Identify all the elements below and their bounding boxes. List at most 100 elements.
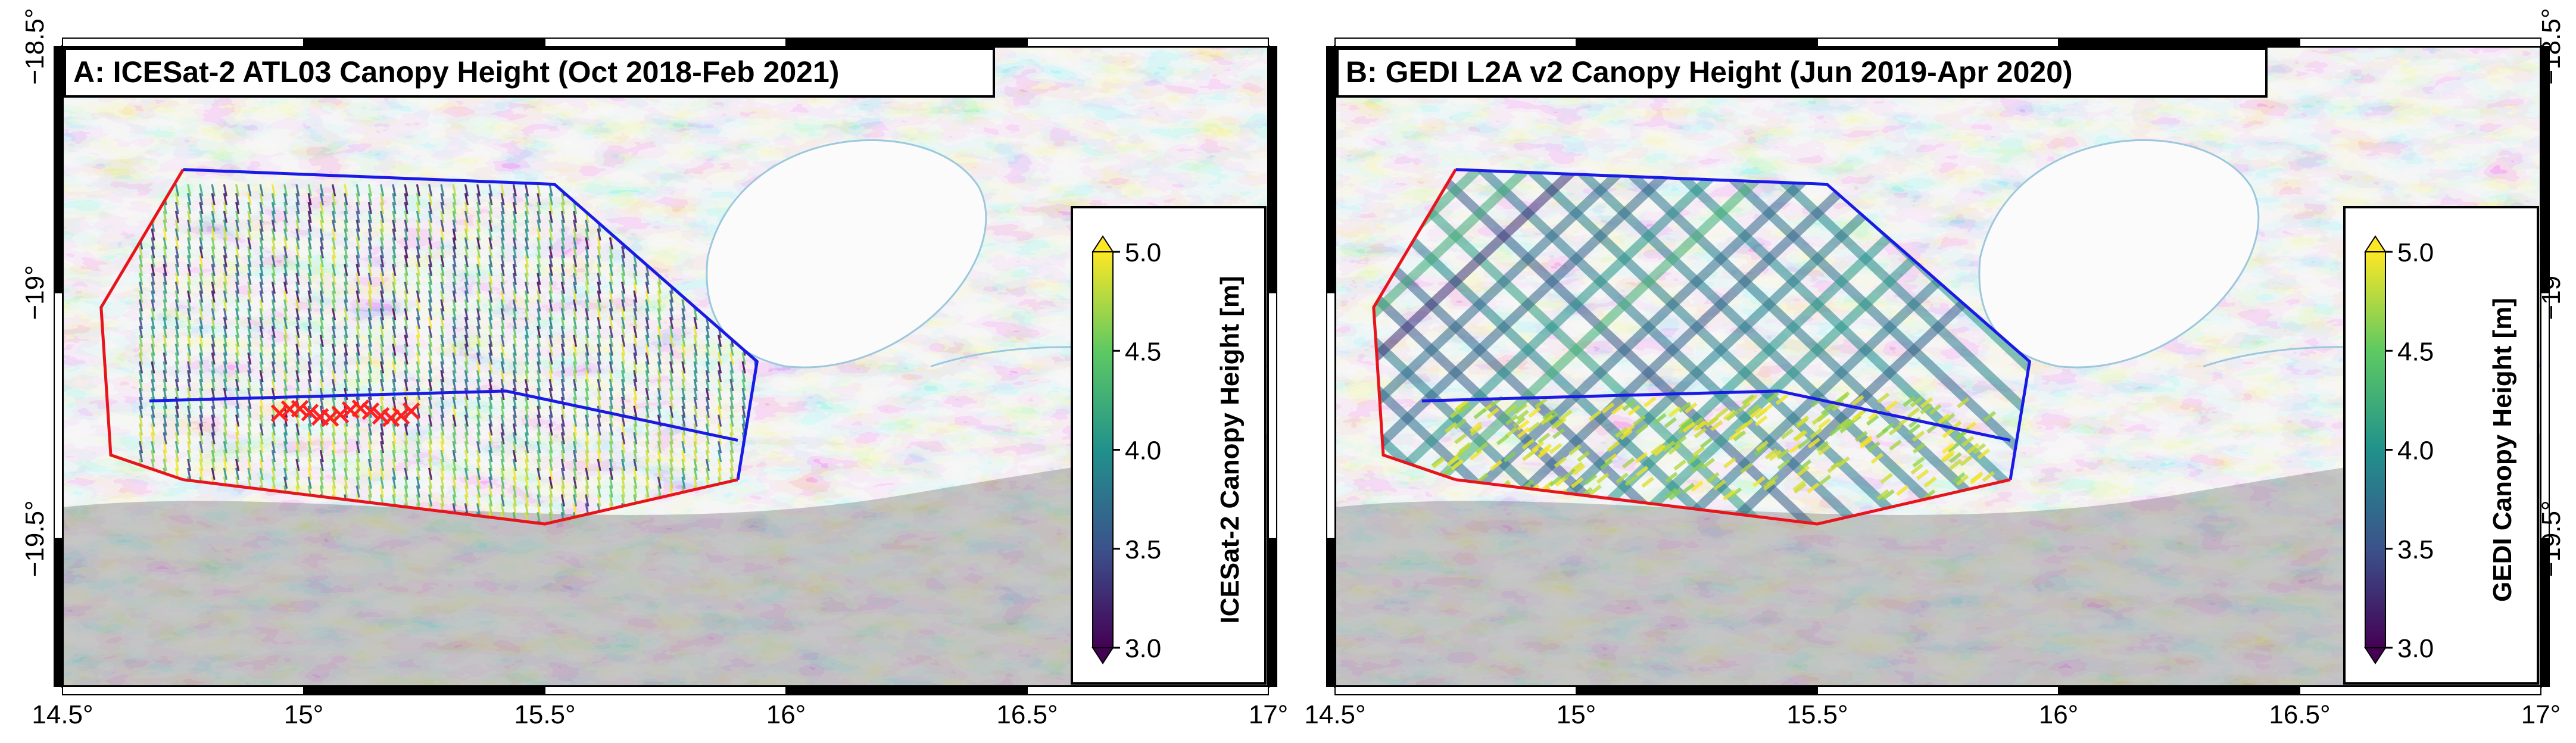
track-segment xyxy=(428,273,433,285)
track-segment xyxy=(548,317,553,330)
track-segment xyxy=(633,290,638,303)
track-segment xyxy=(174,317,179,330)
track-segment xyxy=(476,184,481,196)
track-segment xyxy=(416,246,420,259)
track-segment xyxy=(235,467,240,480)
track-segment xyxy=(211,237,216,250)
track-segment xyxy=(1713,479,1726,491)
track-segment xyxy=(669,449,674,463)
track-segment xyxy=(440,432,445,445)
track-segment xyxy=(223,441,227,454)
track-segment xyxy=(440,494,445,507)
track-segment xyxy=(211,326,216,339)
track-segment xyxy=(440,361,445,374)
track-segment xyxy=(573,201,578,214)
track-segment xyxy=(476,228,481,241)
track-segment xyxy=(464,423,469,436)
track-segment xyxy=(452,237,457,250)
track-segment xyxy=(633,308,638,321)
track-segment xyxy=(332,326,336,339)
track-segment xyxy=(344,361,348,374)
track-segment xyxy=(560,449,565,463)
track-segment xyxy=(488,308,493,321)
track-segment xyxy=(392,210,397,223)
track-segment xyxy=(476,264,481,276)
track-segment xyxy=(416,290,420,303)
track-segment xyxy=(585,219,590,232)
track-segment xyxy=(392,246,397,259)
track-segment xyxy=(223,228,227,241)
track-segment xyxy=(380,228,385,241)
track-segment xyxy=(380,201,385,214)
track-segment xyxy=(428,441,433,454)
track-segment xyxy=(404,237,408,250)
track-segment xyxy=(537,441,541,454)
track-segment xyxy=(573,379,578,392)
track-segment xyxy=(247,317,252,330)
track-segment xyxy=(139,246,144,259)
track-segment xyxy=(609,485,613,498)
track-segment xyxy=(560,326,565,339)
track-segment xyxy=(440,485,445,498)
track-segment xyxy=(1870,452,1884,464)
track-segment xyxy=(1503,451,1517,463)
track-segment xyxy=(440,405,445,418)
track-segment xyxy=(1527,422,1540,433)
track-segment xyxy=(271,467,276,480)
track-segment xyxy=(223,326,227,339)
map-area xyxy=(1335,46,2541,686)
track-segment xyxy=(355,449,360,463)
track-segment xyxy=(319,246,324,259)
track-segment xyxy=(355,370,360,383)
track-segment xyxy=(259,184,264,196)
lon-tick-label: 15° xyxy=(1557,700,1596,729)
track-segment xyxy=(560,290,565,303)
track-segment xyxy=(199,432,204,445)
track-segment xyxy=(163,308,167,321)
track-segment xyxy=(1643,396,1657,408)
track-segment xyxy=(1907,407,1920,419)
track-segment xyxy=(548,193,553,205)
track-segment xyxy=(211,246,216,259)
track-segment xyxy=(211,317,216,330)
track-segment xyxy=(597,485,601,498)
track-segment xyxy=(283,317,288,330)
track-segment xyxy=(669,405,674,418)
frame-check-top xyxy=(1817,38,2059,47)
track-segment xyxy=(609,370,613,383)
track-segment xyxy=(669,458,674,472)
track-segment xyxy=(187,290,192,303)
track-segment xyxy=(355,379,360,392)
track-segment xyxy=(259,370,264,383)
track-segment xyxy=(235,414,240,427)
colorbar-gradient xyxy=(1092,251,1114,648)
track-segment xyxy=(681,370,686,383)
track-segment xyxy=(259,246,264,259)
track-segment xyxy=(609,344,613,356)
track-segment xyxy=(1624,474,1638,486)
track-segment xyxy=(199,467,204,480)
track-segment xyxy=(235,335,240,347)
track-segment xyxy=(476,397,481,410)
track-segment xyxy=(380,246,385,259)
track-segment xyxy=(1776,448,1790,460)
track-segment xyxy=(537,476,541,489)
track-segment xyxy=(332,273,336,285)
track-segment xyxy=(525,246,529,259)
track-segment xyxy=(525,281,529,294)
track-segment xyxy=(163,210,167,223)
track-segment xyxy=(525,184,529,196)
track-segment xyxy=(199,210,204,223)
track-segment xyxy=(718,441,722,454)
track-segment xyxy=(187,370,192,383)
track-segment xyxy=(729,352,734,365)
track-segment xyxy=(307,290,312,303)
track-segment xyxy=(585,264,590,276)
track-segment xyxy=(621,449,626,463)
track-segment xyxy=(597,352,601,365)
track-segment xyxy=(223,370,227,383)
track-segment xyxy=(355,467,360,480)
track-segment xyxy=(657,449,662,463)
track-segment xyxy=(669,441,674,454)
track-segment xyxy=(223,414,227,427)
